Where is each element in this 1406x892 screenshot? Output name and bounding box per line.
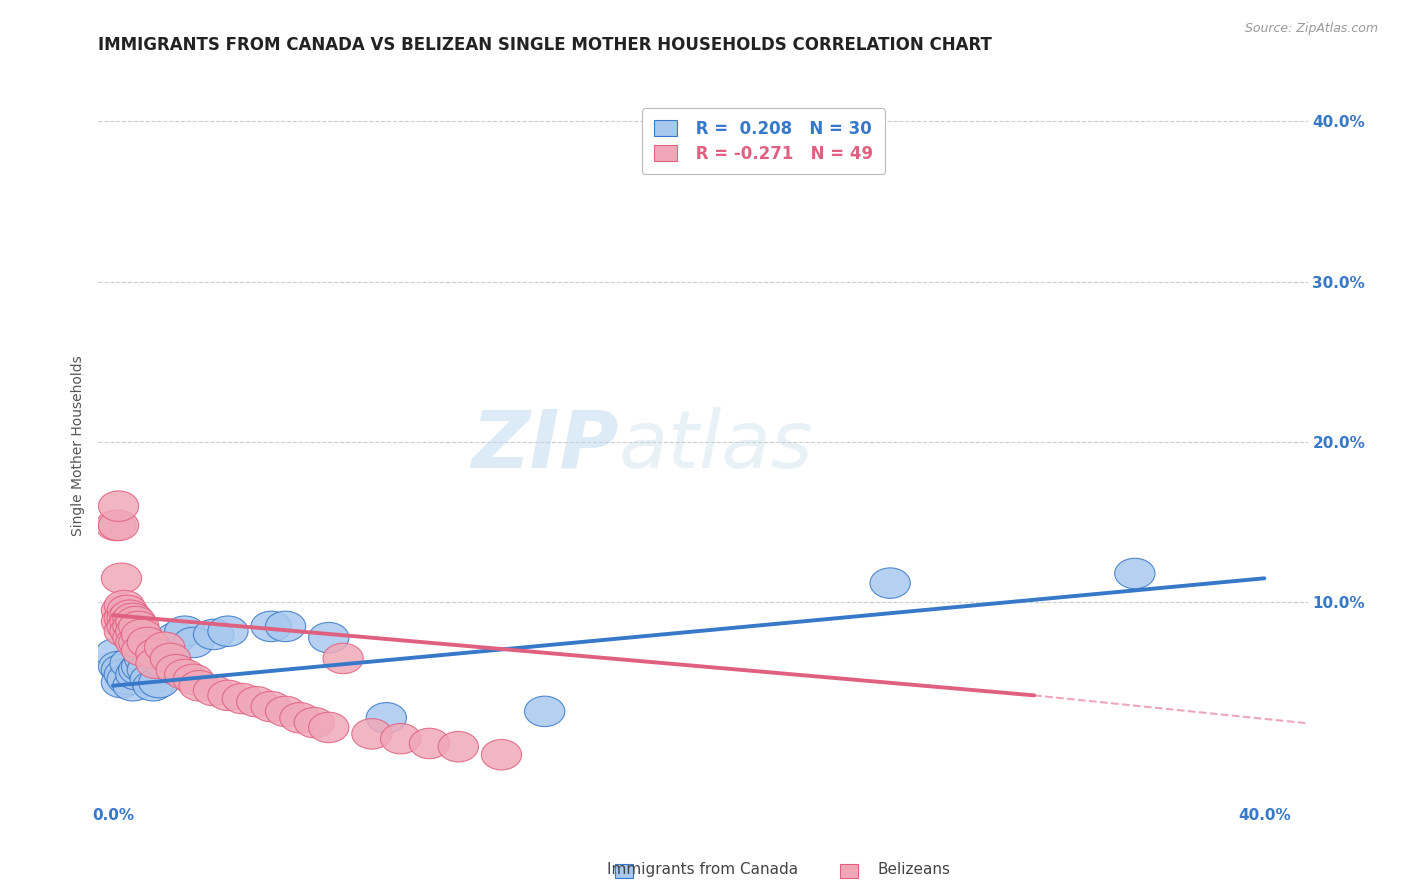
Ellipse shape: [121, 619, 162, 649]
Ellipse shape: [112, 671, 153, 701]
Text: IMMIGRANTS FROM CANADA VS BELIZEAN SINGLE MOTHER HOUSEHOLDS CORRELATION CHART: IMMIGRANTS FROM CANADA VS BELIZEAN SINGL…: [98, 36, 993, 54]
Ellipse shape: [118, 655, 159, 685]
FancyBboxPatch shape: [614, 864, 633, 878]
Ellipse shape: [121, 635, 162, 665]
Ellipse shape: [136, 639, 176, 669]
Ellipse shape: [107, 664, 148, 695]
Ellipse shape: [145, 648, 184, 679]
Ellipse shape: [104, 659, 145, 690]
Ellipse shape: [252, 611, 291, 641]
Ellipse shape: [121, 651, 162, 681]
Ellipse shape: [101, 655, 142, 685]
Ellipse shape: [280, 703, 321, 733]
Ellipse shape: [156, 623, 197, 653]
Ellipse shape: [107, 611, 148, 641]
Ellipse shape: [409, 728, 450, 759]
Ellipse shape: [208, 680, 247, 711]
Ellipse shape: [110, 600, 150, 631]
Text: Source: ZipAtlas.com: Source: ZipAtlas.com: [1244, 22, 1378, 36]
Ellipse shape: [150, 643, 191, 673]
Ellipse shape: [96, 639, 136, 669]
Ellipse shape: [104, 591, 145, 621]
Text: atlas: atlas: [619, 407, 813, 485]
Ellipse shape: [96, 510, 136, 541]
FancyBboxPatch shape: [839, 864, 858, 878]
Ellipse shape: [115, 659, 156, 690]
Ellipse shape: [118, 611, 159, 641]
Ellipse shape: [98, 491, 139, 521]
Ellipse shape: [481, 739, 522, 770]
Text: Immigrants from Canada: Immigrants from Canada: [607, 863, 799, 877]
Ellipse shape: [136, 648, 176, 679]
Ellipse shape: [870, 568, 910, 599]
Ellipse shape: [107, 603, 148, 633]
Ellipse shape: [124, 643, 165, 673]
Ellipse shape: [134, 671, 173, 701]
Ellipse shape: [98, 510, 139, 541]
Ellipse shape: [156, 655, 197, 685]
Ellipse shape: [107, 595, 148, 625]
Ellipse shape: [150, 643, 191, 673]
Ellipse shape: [524, 696, 565, 727]
Y-axis label: Single Mother Households: Single Mother Households: [72, 356, 86, 536]
Ellipse shape: [131, 664, 170, 695]
Legend:  R =  0.208   N = 30,  R = -0.271   N = 49: R = 0.208 N = 30, R = -0.271 N = 49: [643, 108, 884, 174]
Ellipse shape: [115, 627, 156, 657]
Text: ZIP: ZIP: [471, 407, 619, 485]
Ellipse shape: [222, 683, 263, 714]
Ellipse shape: [101, 667, 142, 698]
Ellipse shape: [1115, 558, 1154, 589]
Ellipse shape: [115, 616, 156, 647]
Ellipse shape: [194, 619, 233, 649]
Ellipse shape: [236, 687, 277, 717]
Ellipse shape: [127, 627, 167, 657]
Ellipse shape: [110, 648, 150, 679]
Ellipse shape: [165, 659, 205, 690]
Ellipse shape: [208, 616, 247, 647]
Ellipse shape: [352, 719, 392, 749]
Ellipse shape: [381, 723, 420, 754]
Ellipse shape: [266, 696, 305, 727]
Ellipse shape: [165, 616, 205, 647]
Ellipse shape: [112, 623, 153, 653]
Ellipse shape: [101, 595, 142, 625]
Ellipse shape: [179, 671, 219, 701]
Ellipse shape: [308, 623, 349, 653]
Ellipse shape: [173, 627, 214, 657]
Ellipse shape: [118, 627, 159, 657]
Ellipse shape: [104, 603, 145, 633]
Ellipse shape: [127, 655, 167, 685]
Ellipse shape: [112, 603, 153, 633]
Ellipse shape: [173, 664, 214, 695]
Ellipse shape: [194, 675, 233, 706]
Ellipse shape: [439, 731, 478, 762]
Ellipse shape: [112, 611, 153, 641]
Ellipse shape: [366, 703, 406, 733]
Ellipse shape: [308, 712, 349, 743]
Ellipse shape: [115, 607, 156, 637]
Ellipse shape: [139, 667, 179, 698]
Ellipse shape: [110, 616, 150, 647]
Ellipse shape: [101, 607, 142, 637]
Ellipse shape: [294, 707, 335, 738]
Ellipse shape: [98, 651, 139, 681]
Ellipse shape: [104, 616, 145, 647]
Ellipse shape: [323, 643, 363, 673]
Ellipse shape: [101, 563, 142, 593]
Ellipse shape: [145, 632, 184, 663]
Ellipse shape: [252, 691, 291, 722]
Ellipse shape: [110, 607, 150, 637]
Text: Belizeans: Belizeans: [877, 863, 950, 877]
Ellipse shape: [266, 611, 305, 641]
